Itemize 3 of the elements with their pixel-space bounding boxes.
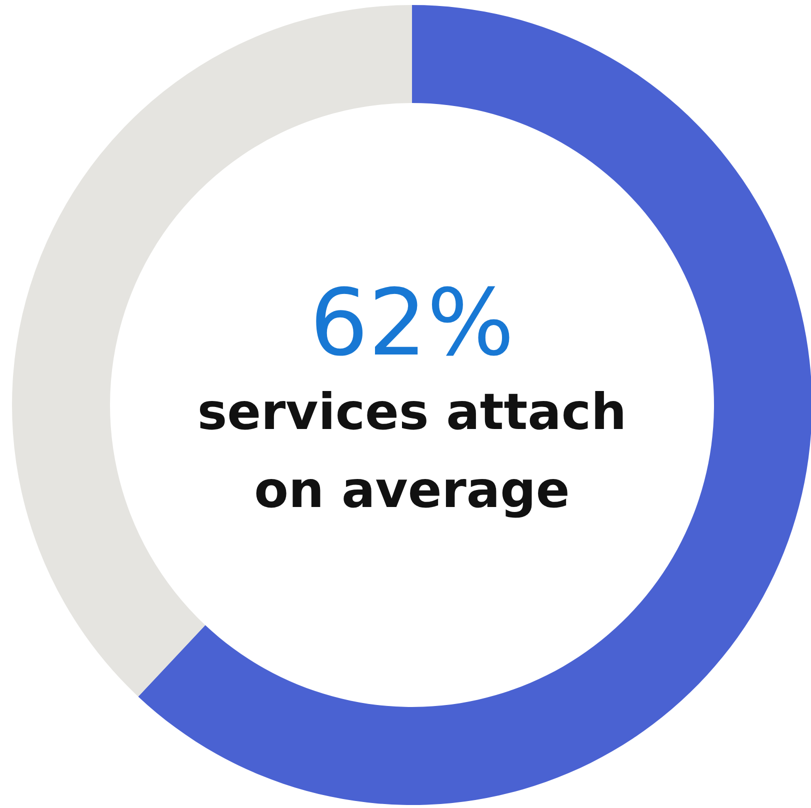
data-label: 62% bbox=[310, 270, 514, 376]
text: on average bbox=[254, 461, 570, 519]
text: services attach bbox=[197, 383, 627, 441]
